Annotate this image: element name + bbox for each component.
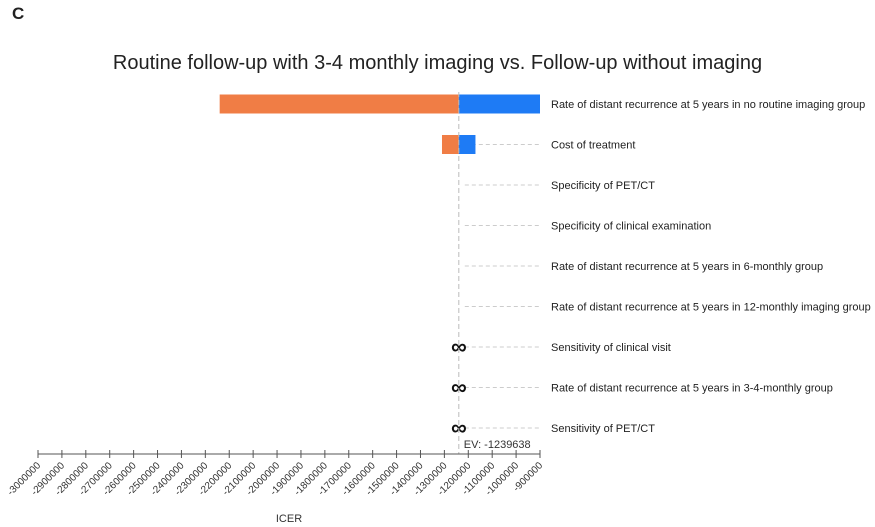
- parameter-label: Rate of distant recurrence at 5 years in…: [551, 99, 865, 111]
- high-value-bar: [458, 135, 476, 154]
- low-value-bar: [219, 94, 459, 114]
- parameter-label: Rate of distant recurrence at 5 years in…: [551, 383, 833, 395]
- panel-label: C: [12, 4, 25, 23]
- parameter-label: Rate of distant recurrence at 5 years in…: [551, 261, 823, 273]
- parameter-label: Sensitivity of PET/CT: [551, 423, 655, 435]
- low-value-bar: [441, 135, 459, 154]
- infinity-marker: ∞: [451, 334, 467, 359]
- parameter-label: Rate of distant recurrence at 5 years in…: [551, 302, 871, 314]
- high-value-bar: [458, 94, 540, 114]
- infinity-marker: ∞: [451, 415, 467, 440]
- ev-label: EV: -1239638: [464, 439, 531, 451]
- x-axis-label: ICER: [276, 513, 302, 525]
- parameter-label: Cost of treatment: [551, 140, 635, 152]
- parameter-label: Specificity of clinical examination: [551, 221, 711, 233]
- parameter-label: Sensitivity of clinical visit: [551, 342, 671, 354]
- chart-title: Routine follow-up with 3-4 monthly imagi…: [112, 52, 763, 74]
- infinity-marker: ∞: [451, 375, 467, 400]
- parameter-label: Specificity of PET/CT: [551, 180, 655, 192]
